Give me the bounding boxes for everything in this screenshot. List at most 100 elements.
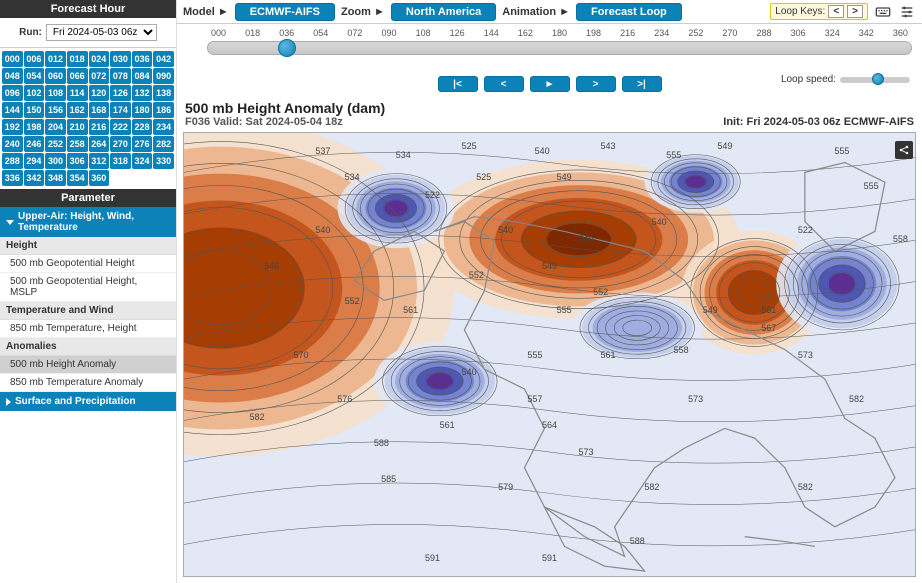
hour-168[interactable]: 168: [89, 102, 110, 118]
section-upper-label: Upper-Air: Height, Wind, Temperature: [18, 211, 170, 233]
hour-156[interactable]: 156: [45, 102, 66, 118]
hour-048[interactable]: 048: [2, 68, 23, 84]
hour-024[interactable]: 024: [89, 51, 110, 67]
hour-042[interactable]: 042: [153, 51, 174, 67]
timeline-knob[interactable]: [278, 39, 296, 57]
run-label: Run:: [19, 27, 42, 38]
animation-select[interactable]: Forecast Loop: [576, 3, 682, 21]
loop-speed-track[interactable]: [840, 77, 910, 83]
timeline-tick: 324: [825, 28, 840, 38]
hour-246[interactable]: 246: [24, 136, 45, 152]
hour-090[interactable]: 090: [153, 68, 174, 84]
loop-speed-knob[interactable]: [872, 73, 884, 85]
run-select[interactable]: Fri 2024-05-03 06z: [46, 24, 157, 41]
hour-180[interactable]: 180: [132, 102, 153, 118]
hour-234[interactable]: 234: [153, 119, 174, 135]
hour-000[interactable]: 000: [2, 51, 23, 67]
prev-button[interactable]: <: [484, 76, 524, 92]
hour-060[interactable]: 060: [45, 68, 66, 84]
hour-126[interactable]: 126: [110, 85, 131, 101]
hour-330[interactable]: 330: [153, 153, 174, 169]
hour-270[interactable]: 270: [110, 136, 131, 152]
play-button[interactable]: ►: [530, 76, 570, 92]
hour-348[interactable]: 348: [45, 170, 66, 186]
hour-102[interactable]: 102: [24, 85, 45, 101]
hour-162[interactable]: 162: [67, 102, 88, 118]
loop-keys-hint: Loop Keys: < >: [770, 3, 868, 20]
hour-096[interactable]: 096: [2, 85, 23, 101]
param-500-geopotential-height-mslp[interactable]: 500 mb Geopotential Height, MSLP: [0, 273, 176, 302]
param-500-geopotential-height[interactable]: 500 mb Geopotential Height: [0, 255, 176, 273]
hour-198[interactable]: 198: [24, 119, 45, 135]
hour-078[interactable]: 078: [110, 68, 131, 84]
share-icon[interactable]: [895, 141, 913, 159]
hour-300[interactable]: 300: [45, 153, 66, 169]
hour-138[interactable]: 138: [153, 85, 174, 101]
hour-252[interactable]: 252: [45, 136, 66, 152]
timeline-track[interactable]: [207, 41, 912, 55]
timeline-tick: 288: [757, 28, 772, 38]
hour-276[interactable]: 276: [132, 136, 153, 152]
next-button[interactable]: >: [576, 76, 616, 92]
hour-294[interactable]: 294: [24, 153, 45, 169]
last-button[interactable]: >|: [622, 76, 662, 92]
hour-192[interactable]: 192: [2, 119, 23, 135]
hour-174[interactable]: 174: [110, 102, 131, 118]
keyboard-icon[interactable]: [874, 4, 892, 20]
hour-258[interactable]: 258: [67, 136, 88, 152]
parameter-header: Parameter: [0, 189, 176, 207]
hour-228[interactable]: 228: [132, 119, 153, 135]
hour-240[interactable]: 240: [2, 136, 23, 152]
hour-072[interactable]: 072: [89, 68, 110, 84]
hour-318[interactable]: 318: [110, 153, 131, 169]
hour-150[interactable]: 150: [24, 102, 45, 118]
hour-288[interactable]: 288: [2, 153, 23, 169]
hour-030[interactable]: 030: [110, 51, 131, 67]
timeline: 0000180360540720901081261441621801982162…: [177, 24, 922, 74]
hour-186[interactable]: 186: [153, 102, 174, 118]
param-850-temperature-height[interactable]: 850 mb Temperature, Height: [0, 320, 176, 338]
hour-324[interactable]: 324: [132, 153, 153, 169]
hour-012[interactable]: 012: [45, 51, 66, 67]
hour-018[interactable]: 018: [67, 51, 88, 67]
timeline-tick: 216: [620, 28, 635, 38]
playback-controls: |< < ► > >| Loop speed:: [177, 74, 922, 98]
hour-036[interactable]: 036: [132, 51, 153, 67]
forecast-hour-header: Forecast Hour: [0, 0, 176, 18]
hour-306[interactable]: 306: [67, 153, 88, 169]
hour-144[interactable]: 144: [2, 102, 23, 118]
hour-222[interactable]: 222: [110, 119, 131, 135]
model-select[interactable]: ECMWF-AIFS: [235, 3, 335, 21]
hour-336[interactable]: 336: [2, 170, 23, 186]
hour-120[interactable]: 120: [89, 85, 110, 101]
param-500-height-anomaly[interactable]: 500 mb Height Anomaly: [0, 356, 176, 374]
hour-282[interactable]: 282: [153, 136, 174, 152]
timeline-tick: 144: [484, 28, 499, 38]
settings-icon[interactable]: [898, 4, 916, 20]
hour-216[interactable]: 216: [89, 119, 110, 135]
hour-006[interactable]: 006: [24, 51, 45, 67]
param-850-temperature-anomaly[interactable]: 850 mb Temperature Anomaly: [0, 374, 176, 392]
hour-360[interactable]: 360: [89, 170, 110, 186]
hour-342[interactable]: 342: [24, 170, 45, 186]
hour-132[interactable]: 132: [132, 85, 153, 101]
first-button[interactable]: |<: [438, 76, 478, 92]
zoom-select[interactable]: North America: [391, 3, 496, 21]
hour-210[interactable]: 210: [67, 119, 88, 135]
animation-label: Animation ►: [502, 6, 570, 18]
loop-keys-label: Loop Keys:: [775, 6, 825, 17]
hour-264[interactable]: 264: [89, 136, 110, 152]
map-svg: [184, 133, 915, 576]
subhead-anomalies: Anomalies: [0, 338, 176, 356]
hour-354[interactable]: 354: [67, 170, 88, 186]
hour-066[interactable]: 066: [67, 68, 88, 84]
hour-108[interactable]: 108: [45, 85, 66, 101]
hour-312[interactable]: 312: [89, 153, 110, 169]
hour-204[interactable]: 204: [45, 119, 66, 135]
left-panel: Forecast Hour Run: Fri 2024-05-03 06z 00…: [0, 0, 177, 583]
hour-114[interactable]: 114: [67, 85, 88, 101]
section-upper-air[interactable]: Upper-Air: Height, Wind, Temperature: [0, 207, 176, 237]
hour-054[interactable]: 054: [24, 68, 45, 84]
hour-084[interactable]: 084: [132, 68, 153, 84]
section-surface-precip[interactable]: Surface and Precipitation: [0, 392, 176, 411]
